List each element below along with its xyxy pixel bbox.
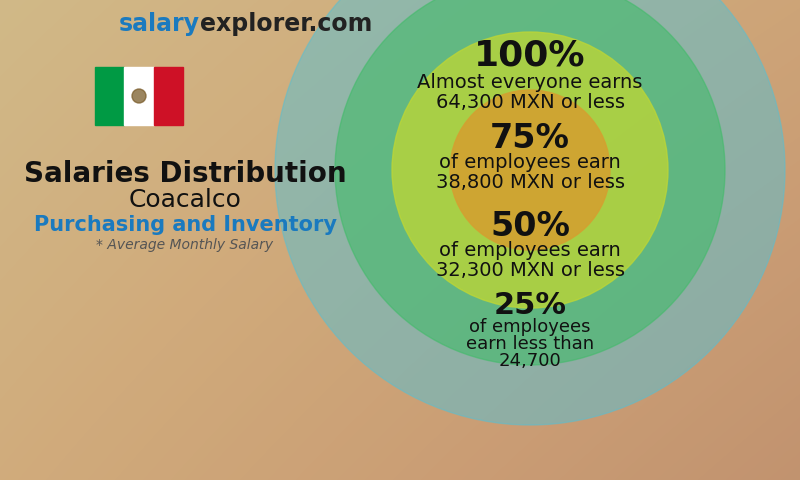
Text: 25%: 25% (494, 290, 566, 320)
Text: salary: salary (119, 12, 200, 36)
Text: Salaries Distribution: Salaries Distribution (24, 160, 346, 188)
Circle shape (392, 32, 668, 308)
Text: explorer.com: explorer.com (200, 12, 372, 36)
Text: 100%: 100% (474, 38, 586, 72)
Circle shape (450, 90, 610, 250)
Circle shape (275, 0, 785, 425)
Bar (95, 67, 124, 125)
Circle shape (132, 89, 146, 103)
Text: 75%: 75% (490, 121, 570, 155)
Bar (154, 67, 183, 125)
Text: 24,700: 24,700 (498, 352, 562, 370)
Text: Coacalco: Coacalco (129, 188, 242, 212)
Text: 50%: 50% (490, 211, 570, 243)
Bar (124, 67, 154, 125)
Text: of employees earn: of employees earn (439, 241, 621, 261)
Circle shape (335, 0, 725, 365)
Text: of employees earn: of employees earn (439, 153, 621, 171)
Text: Almost everyone earns: Almost everyone earns (418, 72, 642, 92)
Text: 32,300 MXN or less: 32,300 MXN or less (435, 262, 625, 280)
Text: of employees: of employees (470, 318, 590, 336)
Text: earn less than: earn less than (466, 335, 594, 353)
Text: Purchasing and Inventory: Purchasing and Inventory (34, 215, 337, 235)
Text: 64,300 MXN or less: 64,300 MXN or less (435, 93, 625, 111)
Text: 38,800 MXN or less: 38,800 MXN or less (435, 172, 625, 192)
Text: * Average Monthly Salary: * Average Monthly Salary (97, 238, 274, 252)
